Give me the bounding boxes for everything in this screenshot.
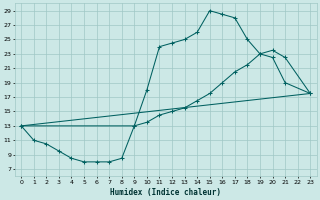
X-axis label: Humidex (Indice chaleur): Humidex (Indice chaleur) bbox=[110, 188, 221, 197]
